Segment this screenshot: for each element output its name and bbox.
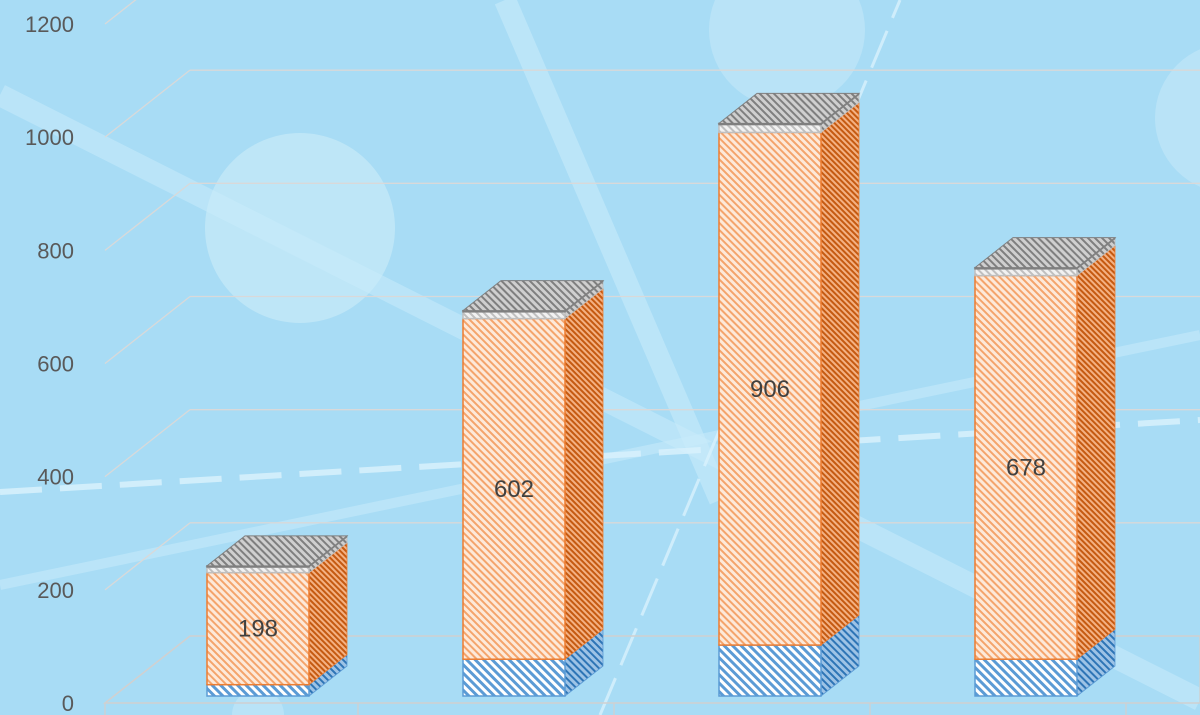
bar-segment: [462, 311, 566, 320]
gridline-side: [104, 69, 191, 138]
bar-segment-side: [1076, 244, 1116, 661]
bar-segment: [206, 566, 310, 574]
bar-segment: [718, 123, 822, 134]
y-axis: 0 200 400 600 800 1000 1200: [25, 12, 74, 715]
bar-segment-side: [820, 101, 860, 646]
y-tick-label: 1200: [25, 12, 74, 37]
background-shape: [494, 0, 731, 505]
bars: [205, 92, 1117, 697]
y-tick-label: 1000: [25, 125, 74, 150]
bar-segment: [974, 268, 1078, 277]
gridline-side: [104, 522, 191, 591]
bar-segment: [206, 683, 310, 697]
y-tick-label: 400: [37, 465, 74, 490]
gridline-side: [104, 409, 191, 478]
bar-segment: [206, 571, 310, 686]
bar-segment: [974, 658, 1078, 697]
y-tick-label: 800: [37, 238, 74, 263]
bar-segment: [718, 131, 822, 646]
bar-segment: [462, 658, 566, 697]
data-label: 198: [238, 616, 278, 643]
background-shape: [709, 0, 865, 108]
floor: [102, 635, 1200, 704]
bar-segment-side: [564, 287, 604, 661]
gridline-side: [104, 295, 191, 365]
bar-top: [205, 535, 349, 567]
data-label: 678: [1006, 454, 1046, 481]
bar-segment: [718, 644, 822, 697]
bar-top: [717, 92, 861, 124]
data-labels: 198 602 906 678: [238, 376, 1046, 643]
y-tick-label: 600: [37, 352, 74, 377]
y-tick-label: 0: [62, 691, 74, 715]
background-shape: [1155, 49, 1200, 187]
data-label: 602: [494, 476, 534, 503]
gridline-side: [104, 182, 191, 251]
data-label: 906: [750, 376, 790, 403]
background-shape: [205, 133, 395, 323]
y-tick-label: 200: [37, 578, 74, 603]
bar-segment: [462, 317, 566, 660]
bar-segment: [974, 274, 1078, 660]
bar-top: [973, 237, 1117, 269]
bar-top: [461, 280, 605, 312]
gridline-side: [104, 0, 137, 25]
